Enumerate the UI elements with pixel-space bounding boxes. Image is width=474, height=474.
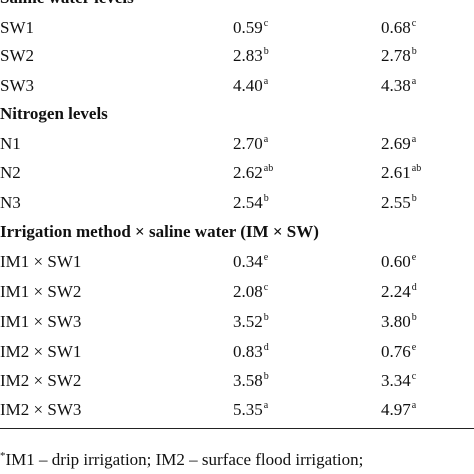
row-label: IM2 × SW2 bbox=[0, 371, 82, 390]
value-col-2: 2.24d bbox=[381, 282, 417, 301]
significance-letter: b bbox=[411, 193, 417, 204]
row-label: SW1 bbox=[0, 18, 34, 37]
row-label: N1 bbox=[0, 134, 21, 153]
value-col-1: 2.83b bbox=[233, 46, 269, 65]
significance-letter: c bbox=[411, 18, 417, 29]
significance-letter: a bbox=[411, 76, 417, 87]
row-label: IM1 × SW1 bbox=[0, 252, 82, 271]
value-col-1: 2.08c bbox=[233, 282, 269, 301]
significance-letter: c bbox=[263, 282, 269, 293]
value-col-1: 0.34e bbox=[233, 252, 269, 271]
value-col-1: 3.52b bbox=[233, 312, 269, 331]
value-col-1: 0.59c bbox=[233, 18, 269, 37]
table-row: N2 2.62ab 2.61ab bbox=[0, 159, 474, 187]
significance-letter: e bbox=[263, 252, 269, 263]
significance-letter: e bbox=[411, 342, 417, 353]
value-col-2: 2.55b bbox=[381, 193, 417, 212]
table-row: IM1 × SW2 2.08c 2.24d bbox=[0, 278, 474, 306]
value-col-2: 2.69a bbox=[381, 134, 417, 153]
table-row: IM1 × SW3 3.52b 3.80b bbox=[0, 308, 474, 336]
value-col-1: 2.70a bbox=[233, 134, 269, 153]
significance-letter: a bbox=[263, 76, 269, 87]
value-col-1: 5.35a bbox=[233, 400, 269, 419]
value-col-2: 4.97a bbox=[381, 400, 417, 419]
value-col-1: 2.54b bbox=[233, 193, 269, 212]
table-row: SW3 4.40a 4.38a bbox=[0, 72, 474, 100]
significance-letter: a bbox=[411, 400, 417, 411]
table-row: IM1 × SW1 0.34e 0.60e bbox=[0, 248, 474, 276]
significance-letter: ab bbox=[263, 163, 274, 174]
value-col-2: 2.78b bbox=[381, 46, 417, 65]
significance-letter: d bbox=[263, 342, 269, 353]
row-label: SW2 bbox=[0, 46, 34, 65]
row-label: IM2 × SW3 bbox=[0, 400, 82, 419]
significance-letter: b bbox=[263, 46, 269, 57]
table-row: IM2 × SW1 0.83d 0.76e bbox=[0, 338, 474, 366]
value-col-1: 3.58b bbox=[233, 371, 269, 390]
footnote-text: IM1 – drip irrigation; IM2 – surface flo… bbox=[5, 450, 364, 469]
row-label: N3 bbox=[0, 193, 21, 212]
significance-letter: ab bbox=[411, 163, 422, 174]
row-label: IM1 × SW3 bbox=[0, 312, 82, 331]
value-col-2: 3.80b bbox=[381, 312, 417, 331]
table-row: IM2 × SW2 3.58b 3.34c bbox=[0, 367, 474, 395]
row-label: IM2 × SW1 bbox=[0, 342, 82, 361]
value-col-2: 4.38a bbox=[381, 76, 417, 95]
value-col-2: 0.68c bbox=[381, 18, 417, 37]
table-bottom-rule bbox=[0, 428, 474, 429]
value-col-1: 0.83d bbox=[233, 342, 269, 361]
section-heading-interaction: Irrigation method × saline water (IM × S… bbox=[0, 222, 319, 241]
value-col-2: 0.60e bbox=[381, 252, 417, 271]
row-label: N2 bbox=[0, 163, 21, 182]
table-row: SW2 2.83b 2.78b bbox=[0, 42, 474, 70]
section-heading-saline: Saline water levels bbox=[0, 0, 134, 12]
significance-letter: a bbox=[263, 134, 269, 145]
table-row: N1 2.70a 2.69a bbox=[0, 130, 474, 158]
value-col-2: 3.34c bbox=[381, 371, 417, 390]
row-label: IM1 × SW2 bbox=[0, 282, 82, 301]
value-col-1: 2.62ab bbox=[233, 163, 274, 182]
table-footnote: *IM1 – drip irrigation; IM2 – surface fl… bbox=[0, 448, 363, 472]
footnote-marker: * bbox=[0, 450, 6, 462]
value-col-2: 2.61ab bbox=[381, 163, 422, 182]
value-col-1: 4.40a bbox=[233, 76, 269, 95]
table-row: SW1 0.59c 0.68c bbox=[0, 14, 474, 42]
significance-letter: c bbox=[411, 371, 417, 382]
row-label: SW3 bbox=[0, 76, 34, 95]
table-row: IM2 × SW3 5.35a 4.97a bbox=[0, 396, 474, 424]
significance-letter: d bbox=[411, 282, 417, 293]
significance-letter: a bbox=[411, 134, 417, 145]
significance-letter: b bbox=[263, 371, 269, 382]
significance-letter: b bbox=[263, 312, 269, 323]
value-col-2: 0.76e bbox=[381, 342, 417, 361]
section-heading-nitrogen: Nitrogen levels bbox=[0, 104, 108, 123]
table-row: N3 2.54b 2.55b bbox=[0, 189, 474, 217]
significance-letter: a bbox=[263, 400, 269, 411]
significance-letter: c bbox=[263, 18, 269, 29]
significance-letter: b bbox=[263, 193, 269, 204]
significance-letter: b bbox=[411, 46, 417, 57]
significance-letter: b bbox=[411, 312, 417, 323]
significance-letter: e bbox=[411, 252, 417, 263]
